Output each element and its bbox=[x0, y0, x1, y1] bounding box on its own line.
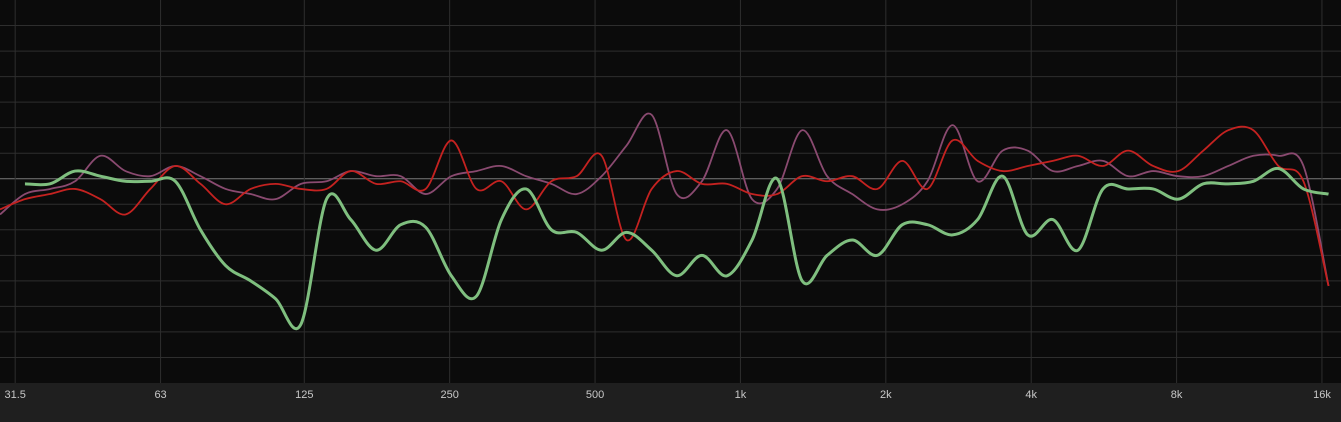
x-tick-label: 250 bbox=[440, 389, 458, 401]
x-tick-label: 4k bbox=[1025, 389, 1037, 401]
series-line bbox=[0, 125, 1330, 287]
series-line bbox=[0, 112, 1330, 287]
x-tick-label: 8k bbox=[1171, 389, 1183, 401]
x-tick-label: 31.5 bbox=[4, 389, 25, 401]
x-tick-label: 125 bbox=[295, 389, 313, 401]
x-tick-label: 500 bbox=[586, 389, 604, 401]
plot-background bbox=[0, 0, 1341, 383]
x-tick-label: 1k bbox=[735, 389, 747, 401]
series-line bbox=[24, 167, 1329, 331]
x-tick-label: 63 bbox=[154, 389, 166, 401]
x-tick-label: 16k bbox=[1313, 389, 1331, 401]
axis-strip bbox=[0, 383, 1341, 422]
x-tick-label: 2k bbox=[880, 389, 892, 401]
